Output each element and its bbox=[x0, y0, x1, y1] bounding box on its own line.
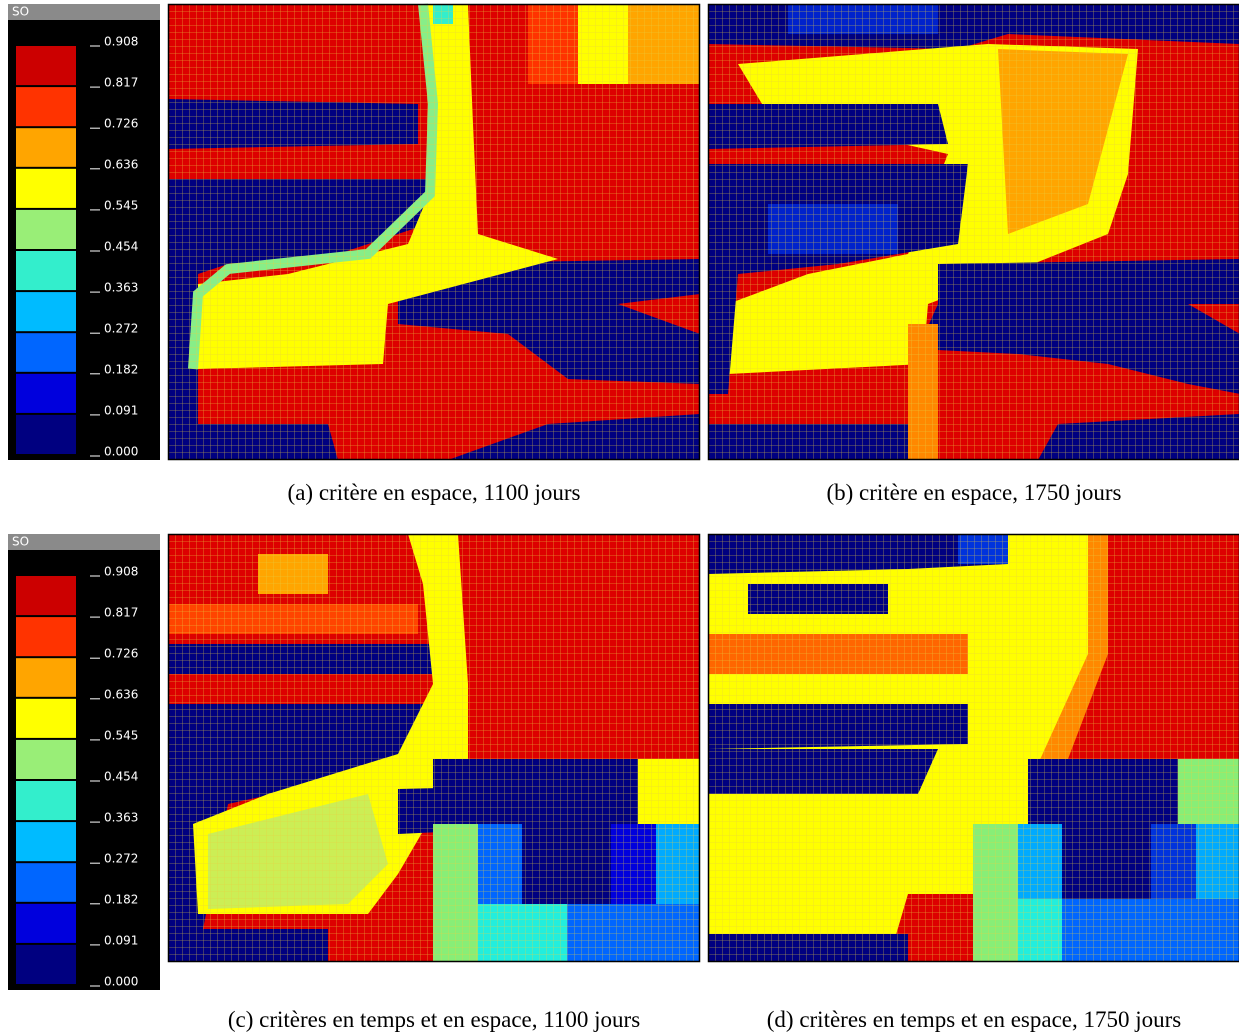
colorbar-band bbox=[16, 292, 76, 332]
colorbar-band bbox=[16, 863, 76, 902]
colorbar-tick-label: 0.636 bbox=[104, 157, 138, 171]
colorbar-tick-label: 0.545 bbox=[104, 198, 138, 212]
colorbar-tick-label: 0.817 bbox=[104, 76, 138, 90]
colorbar-band bbox=[16, 209, 76, 249]
colorbar-tick-label: 0.182 bbox=[104, 362, 138, 376]
colorbar-band bbox=[16, 903, 76, 943]
colorbar-title: SO bbox=[12, 5, 29, 19]
colorbar-band bbox=[16, 333, 76, 372]
colorbar-tick-label: 0.636 bbox=[104, 687, 138, 701]
panel-a-map bbox=[167, 3, 701, 461]
colorbar-tick-label: 0.817 bbox=[104, 606, 138, 620]
colorbar-band bbox=[16, 781, 76, 821]
colorbar-band bbox=[16, 698, 76, 738]
panel-b-map bbox=[707, 3, 1239, 461]
colorbar-tick-label: 0.091 bbox=[104, 403, 138, 417]
caption: (a) critère en espace, 1100 jours bbox=[288, 480, 581, 505]
colorbar-tick-label: 0.272 bbox=[104, 852, 138, 866]
colorbar-tick-label: 0.363 bbox=[104, 811, 138, 825]
colorbar-tick-label: 0.454 bbox=[104, 770, 138, 784]
colorbar-band bbox=[16, 658, 76, 697]
colorbar-tick-label: 0.908 bbox=[104, 35, 138, 49]
colorbar-tick-label: 0.363 bbox=[104, 281, 138, 295]
colorbar-tick-label: 0.000 bbox=[104, 445, 138, 459]
caption: (d) critères en temps et en espace, 1750… bbox=[767, 1007, 1182, 1032]
colorbar-band bbox=[16, 414, 76, 454]
colorbar-tick-label: 0.726 bbox=[104, 117, 138, 131]
colorbar-header bbox=[8, 534, 160, 550]
panel-d-map bbox=[707, 533, 1239, 963]
colorbar-tick-label: 0.908 bbox=[104, 565, 138, 579]
colorbar-band bbox=[16, 739, 76, 779]
colorbar-header bbox=[8, 4, 160, 20]
caption: (c) critères en temps et en espace, 1100… bbox=[228, 1007, 640, 1032]
caption: (b) critère en espace, 1750 jours bbox=[826, 480, 1121, 505]
colorbar-tick-label: 0.726 bbox=[104, 647, 138, 661]
colorbar-band bbox=[16, 128, 76, 167]
colorbar-tick-label: 0.545 bbox=[104, 728, 138, 742]
colorbar-band bbox=[16, 168, 76, 208]
colorbar-tick-label: 0.272 bbox=[104, 322, 138, 336]
colorbar-tick-label: 0.000 bbox=[104, 975, 138, 989]
colorbar-tick-label: 0.091 bbox=[104, 933, 138, 947]
colorbar-band bbox=[16, 576, 76, 616]
colorbar-tick-label: 0.454 bbox=[104, 240, 138, 254]
colorbar-tick-label: 0.182 bbox=[104, 892, 138, 906]
colorbar-band bbox=[16, 251, 76, 291]
colorbar-band bbox=[16, 46, 76, 86]
colorbar-band bbox=[16, 87, 76, 127]
panel-c-map bbox=[167, 533, 701, 963]
colorbar-band bbox=[16, 944, 76, 984]
colorbar-band bbox=[16, 617, 76, 657]
colorbar-band bbox=[16, 373, 76, 413]
colorbar-title: SO bbox=[12, 535, 29, 549]
colorbar-band bbox=[16, 822, 76, 862]
